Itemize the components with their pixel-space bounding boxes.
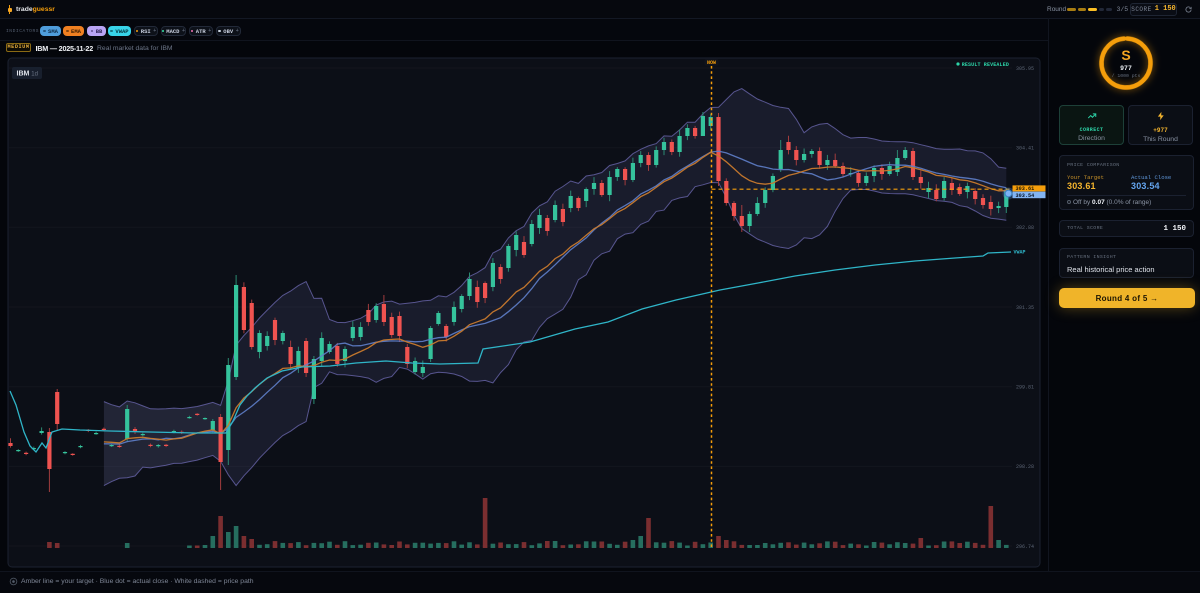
svg-text:301.35: 301.35	[1016, 305, 1034, 311]
svg-text:/ 1000 pts: / 1000 pts	[1112, 73, 1141, 79]
svg-text:304.41: 304.41	[1016, 146, 1034, 152]
svg-text:299.81: 299.81	[1016, 385, 1034, 391]
svg-text:NOW: NOW	[707, 60, 716, 66]
svg-text:977: 977	[1120, 65, 1132, 72]
svg-text:IBM 1d: IBM 1d	[17, 70, 38, 77]
svg-text:303.54: 303.54	[1016, 193, 1035, 199]
svg-text:RESULT REVEALED: RESULT REVEALED	[962, 62, 1009, 68]
svg-text:305.95: 305.95	[1016, 66, 1034, 72]
svg-text:VWAP: VWAP	[1014, 250, 1026, 256]
svg-text:302.88: 302.88	[1016, 225, 1034, 231]
svg-text:303.61: 303.61	[1016, 186, 1035, 192]
svg-text:296.74: 296.74	[1016, 544, 1034, 550]
svg-text:298.28: 298.28	[1016, 464, 1034, 470]
svg-text:S: S	[1121, 47, 1130, 63]
